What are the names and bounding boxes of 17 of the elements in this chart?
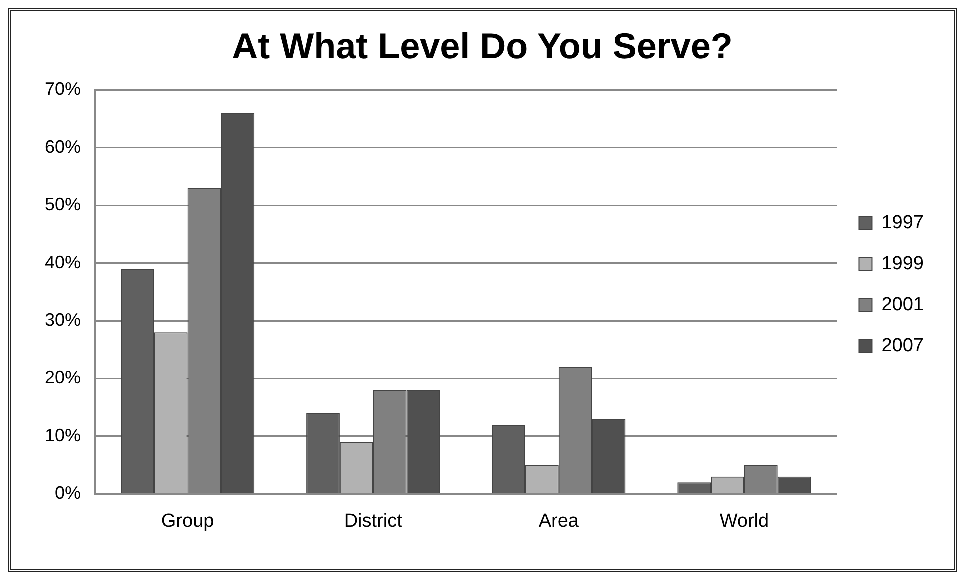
- legend-label: 2001: [882, 294, 924, 316]
- y-tick-label: 20%: [44, 368, 82, 388]
- y-tick-label: 10%: [44, 425, 82, 446]
- x-tick-label: Area: [538, 510, 580, 532]
- legend-label: 1999: [882, 254, 924, 275]
- legend-label: 1997: [882, 212, 924, 234]
- y-tick-label: 60%: [44, 136, 82, 157]
- y-tick-label: 70%: [44, 79, 82, 100]
- y-tick-label: 30%: [44, 310, 82, 330]
- x-tick-label: World: [720, 510, 770, 532]
- chart-title: At What Level Do You Serve?: [232, 26, 733, 67]
- y-tick-label: 40%: [44, 252, 82, 272]
- x-tick-label: Group: [161, 510, 214, 532]
- y-tick-label: 50%: [44, 194, 82, 215]
- x-tick-label: District: [344, 510, 404, 532]
- y-tick-label: 0%: [55, 483, 82, 504]
- legend-label: 2007: [882, 336, 924, 357]
